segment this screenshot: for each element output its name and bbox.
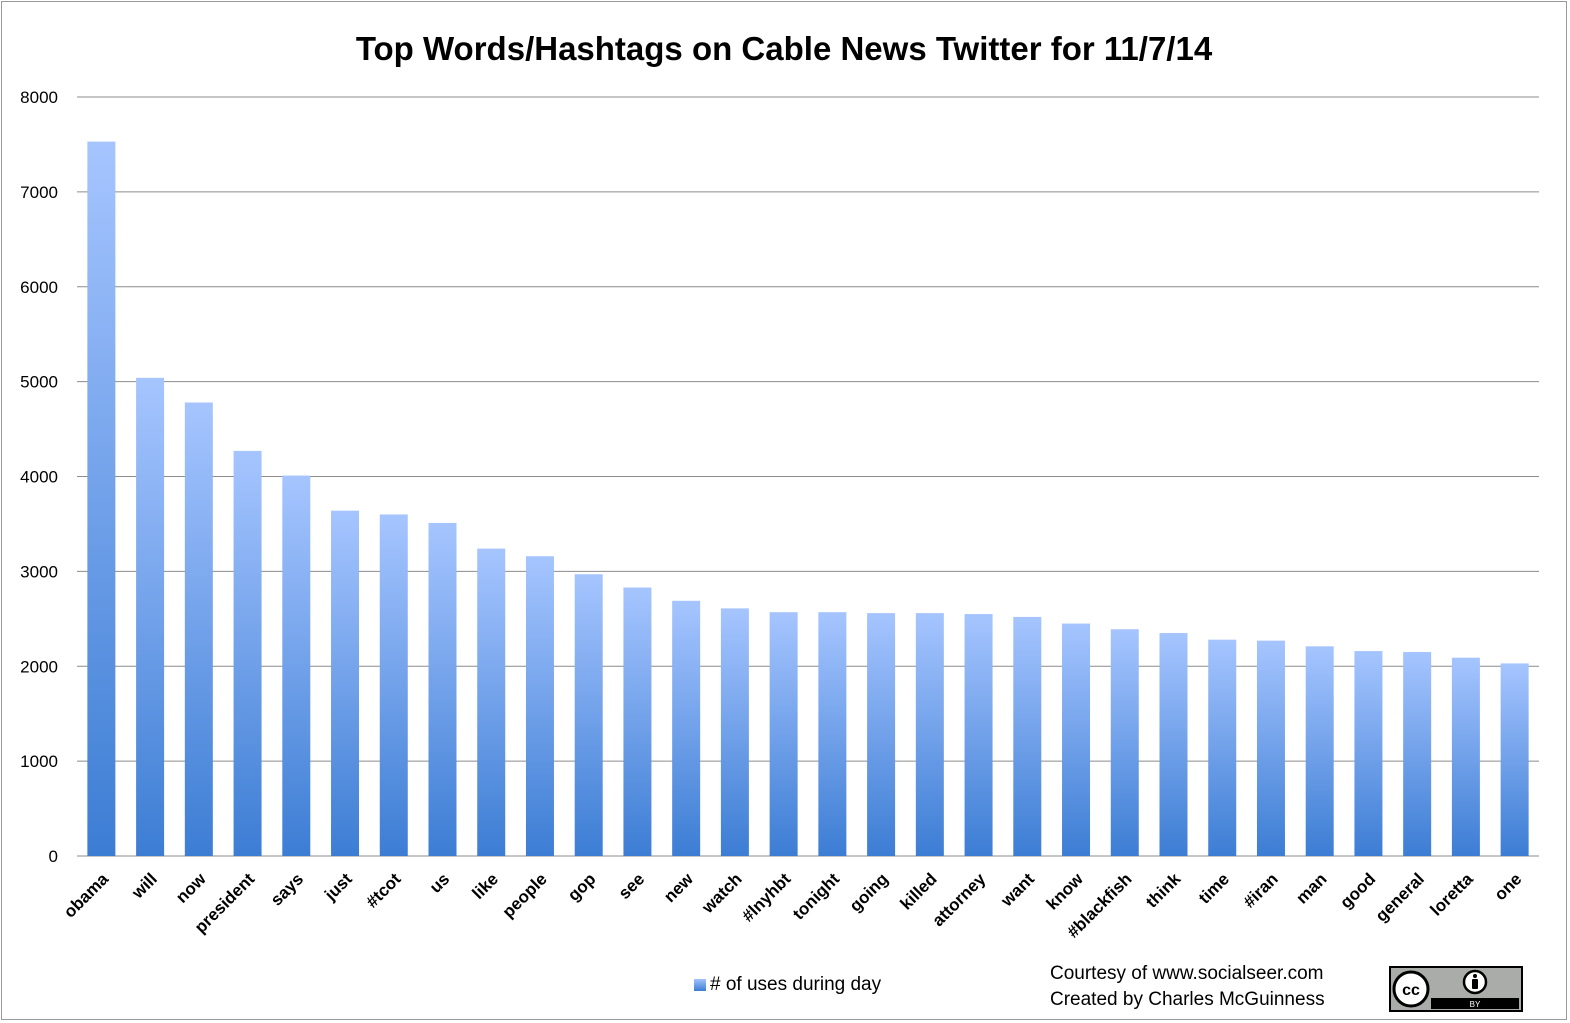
x-tick-label: one (1491, 869, 1526, 904)
bar-says (282, 475, 311, 856)
x-tick-label: killed (896, 869, 940, 913)
x-tick-label: see (615, 869, 648, 902)
x-tick-label: general (1372, 869, 1428, 925)
y-tick-label: 6000 (20, 278, 58, 297)
y-tick-label: 5000 (20, 373, 58, 392)
license-badge-text: BY (1470, 1000, 1481, 1009)
svg-text:cc: cc (1402, 982, 1420, 999)
bar-will (136, 377, 165, 856)
cc-by-license-badge: cc BY (1389, 966, 1523, 1012)
x-tick-label: people (499, 869, 551, 921)
bar-man (1305, 646, 1334, 856)
x-tick-label: new (660, 869, 697, 906)
x-tick-label: obama (60, 869, 113, 922)
x-tick-label: #tcot (362, 869, 404, 911)
bar-obama (87, 141, 116, 856)
legend-swatch (694, 979, 706, 991)
y-tick-label: 4000 (20, 468, 58, 487)
bar-gop (574, 574, 603, 856)
bar-think (1159, 633, 1188, 856)
bar-hashtag-blackfish (1110, 629, 1139, 856)
bar-new (672, 600, 701, 856)
bar-attorney (964, 614, 993, 856)
legend-label: # of uses during day (710, 974, 882, 995)
y-axis-ticks: 0 1000 2000 3000 4000 5000 6000 7000 8000 (20, 88, 58, 866)
x-tick-label: time (1195, 869, 1233, 907)
x-tick-label: going (846, 869, 892, 915)
x-tick-label: think (1142, 869, 1185, 912)
gridlines (77, 96, 1539, 857)
y-tick-label: 7000 (20, 183, 58, 202)
bar-one (1500, 663, 1529, 856)
bar-watch (720, 608, 749, 856)
x-tick-label: #lnyhbt (738, 869, 794, 925)
bar-now (184, 402, 213, 856)
bar-killed (915, 613, 944, 856)
bar-us (428, 522, 457, 856)
bar-going (867, 613, 896, 856)
bar-see (623, 587, 652, 856)
bar-know (1062, 623, 1091, 856)
x-tick-label: watch (698, 869, 746, 917)
x-tick-label: #iran (1240, 869, 1282, 911)
bar-general (1403, 652, 1432, 856)
credit-line-1: Courtesy of www.socialseer.com (1050, 963, 1324, 984)
cc-logo-icon: cc BY (1392, 969, 1519, 1009)
x-tick-label: gop (564, 869, 599, 904)
x-tick-label: now (172, 869, 210, 907)
bars (87, 141, 1529, 856)
y-tick-label: 8000 (20, 88, 58, 107)
bar-hashtag-tcot (379, 514, 408, 856)
x-tick-label: tonight (789, 869, 843, 923)
bar-just (331, 510, 360, 856)
x-tick-label: says (267, 869, 307, 909)
legend: # of uses during day (694, 972, 881, 998)
bar-president (233, 450, 262, 856)
chart-title: Top Words/Hashtags on Cable News Twitter… (356, 30, 1213, 67)
x-tick-label: like (469, 869, 502, 902)
bar-like (477, 548, 506, 856)
bar-time (1208, 639, 1237, 856)
bar-want (1013, 616, 1042, 856)
y-tick-label: 0 (49, 847, 58, 866)
x-tick-label: man (1292, 869, 1330, 907)
bar-hashtag-iran (1256, 640, 1285, 856)
x-tick-label: know (1043, 869, 1088, 914)
credits: Courtesy of www.socialseer.com Created b… (1050, 961, 1325, 1013)
bar-people (525, 556, 554, 856)
y-tick-label: 3000 (20, 562, 58, 581)
x-tick-label: want (997, 869, 1039, 911)
bar-good (1354, 651, 1383, 856)
x-tick-label: loretta (1427, 869, 1478, 920)
x-tick-label: will (127, 869, 161, 903)
x-tick-label: just (320, 869, 356, 905)
y-tick-label: 2000 (20, 657, 58, 676)
bar-tonight (818, 612, 847, 856)
bar-hashtag-lnyhbt (769, 612, 798, 856)
x-tick-label: good (1336, 869, 1379, 912)
y-tick-label: 1000 (20, 752, 58, 771)
credit-line-2: Created by Charles McGuinness (1050, 989, 1325, 1010)
x-tick-label: attorney (929, 869, 990, 930)
x-tick-label: us (426, 869, 453, 896)
bar-loretta (1451, 657, 1480, 856)
